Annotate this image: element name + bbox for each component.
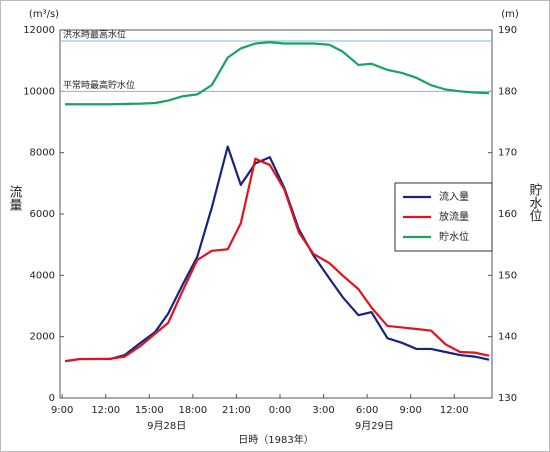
y-axis-title: 流量: [7, 185, 23, 211]
legend-label: 流入量: [439, 190, 469, 203]
x-tick-label: 9:00: [51, 405, 73, 416]
x-tick-label: 9:00: [399, 405, 421, 416]
y-tick-label: 10000: [23, 86, 55, 97]
reference-label: 平常時最高貯水位: [63, 79, 135, 91]
date-label: 9月28日: [147, 420, 186, 432]
legend-label: 貯水位: [439, 230, 469, 243]
y2-tick-label: 140: [498, 332, 517, 343]
x-axis-title: 日時（1983年）: [238, 433, 313, 446]
y2-tick-label: 190: [498, 25, 517, 36]
y-tick-label: 6000: [30, 209, 55, 220]
y2-tick-label: 180: [498, 86, 517, 97]
reference-label: 洪水時最高水位: [63, 29, 126, 41]
y-tick-label: 8000: [30, 148, 55, 159]
y2-tick-label: 150: [498, 270, 517, 281]
x-tick-label: 12:00: [440, 405, 469, 416]
x-tick-label: 15:00: [135, 405, 164, 416]
x-tick-label: 18:00: [178, 405, 207, 416]
y2-unit: (m): [501, 9, 519, 20]
y-unit: (m³/s): [29, 9, 59, 20]
series-line: [64, 157, 490, 363]
y-tick-label: 0: [49, 393, 55, 404]
y2-axis-title: 貯水位: [527, 183, 543, 222]
legend-label: 放流量: [439, 210, 469, 223]
x-tick-label: 12:00: [91, 405, 120, 416]
y-tick-label: 12000: [23, 25, 55, 36]
series-line: [65, 41, 490, 106]
x-tick-label: 0:00: [269, 405, 291, 416]
y-tick-label: 4000: [30, 270, 55, 281]
legend-box: [394, 182, 493, 252]
y2-tick-label: 130: [498, 393, 517, 404]
x-tick-label: 21:00: [222, 405, 251, 416]
x-tick-label: 6:00: [356, 405, 378, 416]
date-label: 9月29日: [355, 420, 394, 432]
y2-tick-label: 170: [498, 148, 517, 159]
y2-tick-label: 160: [498, 209, 517, 220]
y-tick-label: 2000: [30, 332, 55, 343]
x-tick-label: 3:00: [312, 405, 334, 416]
